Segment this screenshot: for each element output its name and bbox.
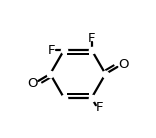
Text: O: O — [118, 58, 128, 71]
Text: F: F — [96, 101, 103, 114]
Text: F: F — [88, 32, 95, 45]
Text: F: F — [48, 43, 55, 57]
Text: O: O — [27, 77, 38, 90]
